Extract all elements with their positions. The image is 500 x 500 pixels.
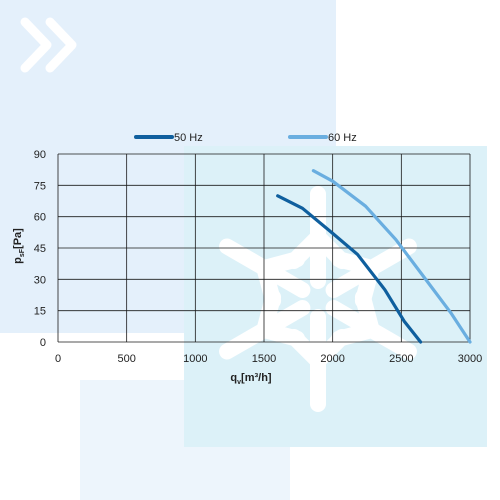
legend-label: 60 Hz (328, 132, 357, 144)
series-line-60-hz (311, 169, 472, 344)
y-tick-label: 90 (34, 149, 46, 161)
chart-series (276, 169, 472, 344)
x-tick-label: 2000 (320, 353, 344, 365)
y-tick-label: 30 (34, 274, 46, 286)
x-axis-label: qv[m³/h] (230, 372, 272, 386)
y-tick-label: 60 (34, 212, 46, 224)
x-tick-label: 500 (117, 353, 135, 365)
chart-legend: 50 Hz 60 Hz (134, 132, 357, 144)
y-tick-label: 15 (34, 306, 46, 318)
x-tick-label: 1500 (252, 353, 276, 365)
y-axis-label: psF[Pa] (12, 228, 26, 264)
x-tick-label: 2500 (389, 353, 413, 365)
x-tick-label: 1000 (183, 353, 207, 365)
y-tick-label: 0 (40, 337, 46, 349)
y-axis-ticks: 0 15 30 45 60 75 90 (34, 149, 46, 349)
double-chevron-right-icon (20, 17, 77, 73)
chart-grid (57, 153, 471, 343)
x-axis-ticks: 0 500 1000 1500 2000 2500 3000 (55, 353, 482, 365)
series-line-50-hz (276, 194, 423, 344)
snowflake-icon (219, 186, 417, 412)
x-tick-label: 0 (55, 353, 61, 365)
y-tick-label: 45 (34, 243, 46, 255)
legend-label: 50 Hz (174, 132, 203, 144)
y-tick-label: 75 (34, 180, 46, 192)
x-tick-label: 3000 (458, 353, 482, 365)
